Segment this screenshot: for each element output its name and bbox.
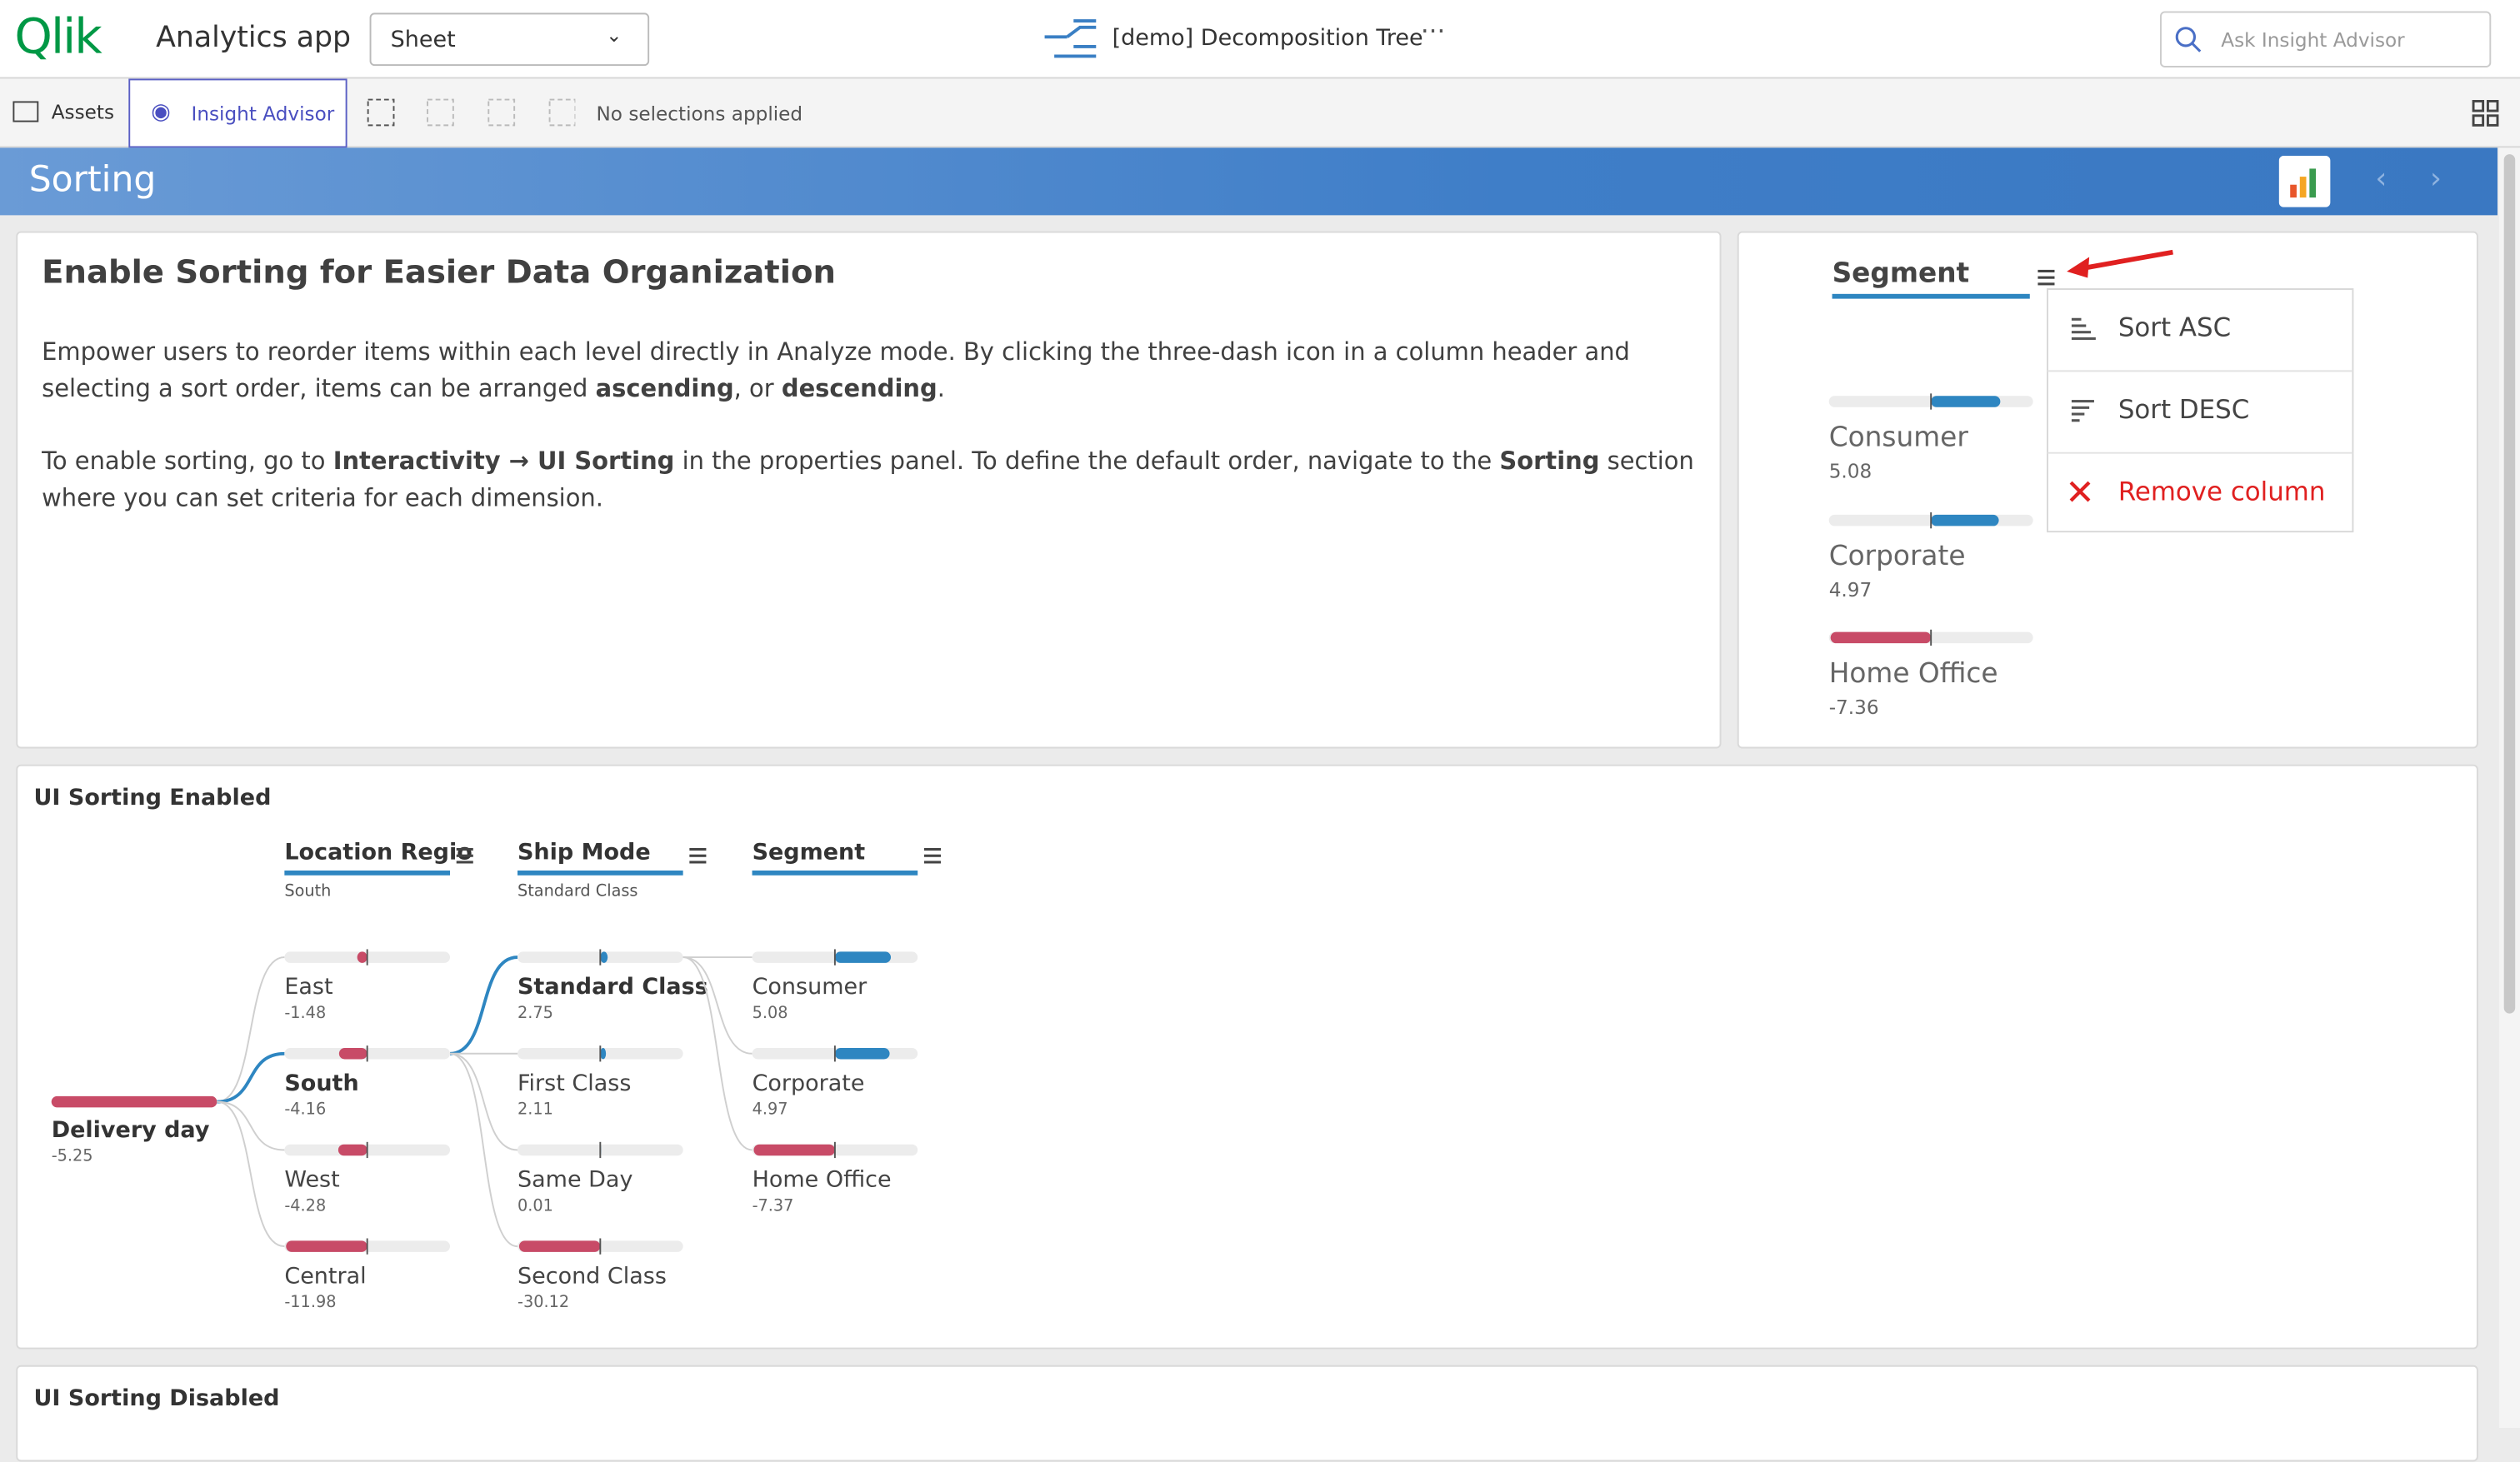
more-button[interactable]: ··· [1420,16,1446,47]
text: To enable sorting, go to [42,446,333,476]
text-heading: Enable Sorting for Easier Data Organizat… [42,252,836,291]
bold-text: Interactivity → UI Sorting [332,446,675,476]
chevron: ⌄ [606,23,622,47]
insight-advisor-button[interactable]: ◉ Insight Advisor [128,78,348,148]
bold-text: Sorting [1499,446,1600,476]
text: Empower users to reorder items within ea… [42,337,1630,403]
selection-tools [367,98,576,127]
assets-button[interactable]: Assets [12,101,114,123]
tree-disabled-title: UI Sorting Disabled [33,1385,280,1412]
bold-text: ascending [595,374,734,403]
search-icon [2175,27,2202,52]
text: in the properties panel. To define the d… [674,446,1500,476]
text-body: Empower users to reorder items within ea… [42,334,1697,552]
dropdown-label: Sheet [390,27,456,53]
bold-text: descending [781,374,938,403]
sheet-dropdown[interactable]: Sheet ⌄ [369,12,650,67]
text-panel: Enable Sorting for Easier Data Organizat… [16,231,1722,749]
tree-title: UI Sorting Enabled [33,785,272,811]
logo[interactable]: Qlik [14,9,102,67]
text: section where you can set criteria for e… [42,446,1694,513]
scroll-thumb[interactable] [2503,154,2516,1014]
sheet-heading: Sorting [28,160,157,202]
search-box[interactable]: Ask Insight Advisor [2159,11,2492,67]
sheet-title: [demo] Decomposition Tree [1112,25,1423,52]
insight-advisor-label: Insight Advisor [191,102,335,126]
app-name: Analytics app [156,21,352,55]
toolbar: Assets ◉ Insight Advisor No selections a… [0,78,2520,148]
search-placeholder: Ask Insight Advisor [2221,28,2405,52]
sheet-icon [1044,19,1097,58]
header-bar: Qlik Analytics app Sheet ⌄ [demo] Decomp… [0,0,2520,79]
grid-icon[interactable] [2472,100,2501,129]
next-button[interactable]: › [2429,162,2442,197]
assets-label: Assets [51,101,115,124]
chart-icon[interactable] [2278,156,2331,207]
text: , or [733,374,782,403]
tree-disabled-panel: UI Sorting Disabled [16,1365,2478,1462]
text: . [937,374,945,403]
selections-status: No selections applied [596,102,803,126]
example-panel [1737,231,2478,749]
scrollbar[interactable] [2498,147,2520,1429]
sheet-banner: Sorting ‹ › [0,147,2498,216]
logo-text: Qlik [14,9,102,67]
paragraph: Empower users to reorder items within ea… [42,334,1697,408]
paragraph: To enable sorting, go to Interactivity →… [42,443,1697,517]
prev-button[interactable]: ‹ [2375,162,2388,197]
tree-panel: UI Sorting Enabled [16,764,2478,1350]
eye-icon: ◉ [151,99,171,126]
